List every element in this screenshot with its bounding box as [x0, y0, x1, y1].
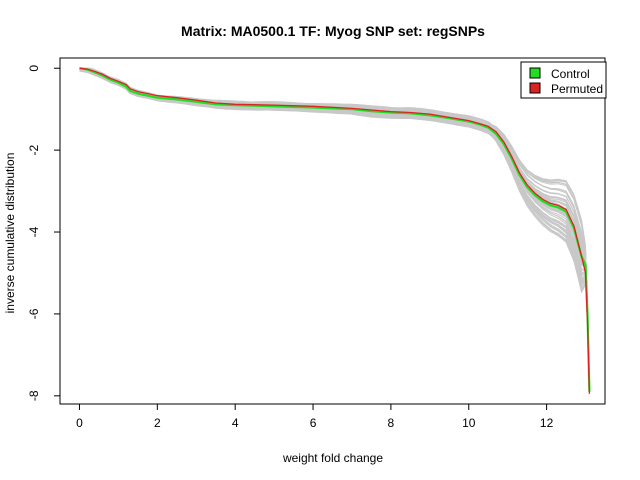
x-tick-label: 6 — [310, 416, 317, 430]
y-tick-label: -6 — [27, 308, 41, 319]
x-tick-label: 0 — [76, 416, 83, 430]
x-tick-label: 10 — [462, 416, 476, 430]
series-line-permuted — [79, 67, 591, 394]
series-line-control — [79, 67, 591, 392]
plot-frame — [59, 57, 606, 405]
y-tick-label: -8 — [27, 390, 41, 401]
x-axis-label: weight fold change — [282, 451, 383, 465]
legend-label-permuted: Permuted — [551, 82, 603, 96]
y-tick-label: -4 — [27, 226, 41, 237]
series-layer — [79, 67, 591, 394]
y-tick-label: 0 — [27, 65, 41, 72]
axes — [59, 57, 606, 405]
permutation-curve — [79, 67, 586, 253]
legend-swatch-permuted — [529, 82, 541, 94]
permutation-curve — [79, 68, 590, 392]
x-tick-label: 4 — [232, 416, 239, 430]
y-axis-label: inverse cumulative distribution — [3, 153, 17, 314]
y-axis-ticks: 0 -2 -4 -6 -8 — [27, 65, 60, 401]
x-tick-label: 2 — [154, 416, 161, 430]
x-tick-label: 12 — [540, 416, 554, 430]
x-tick-label: 8 — [388, 416, 395, 430]
legend: Control Permuted — [520, 61, 607, 99]
y-tick-label: -2 — [27, 144, 41, 155]
chart-title: Matrix: MA0500.1 TF: Myog SNP set: regSN… — [181, 23, 485, 39]
x-axis-ticks: 0 2 4 6 8 10 12 — [76, 404, 554, 430]
legend-label-control: Control — [551, 67, 590, 81]
legend-swatch-control — [529, 67, 541, 79]
